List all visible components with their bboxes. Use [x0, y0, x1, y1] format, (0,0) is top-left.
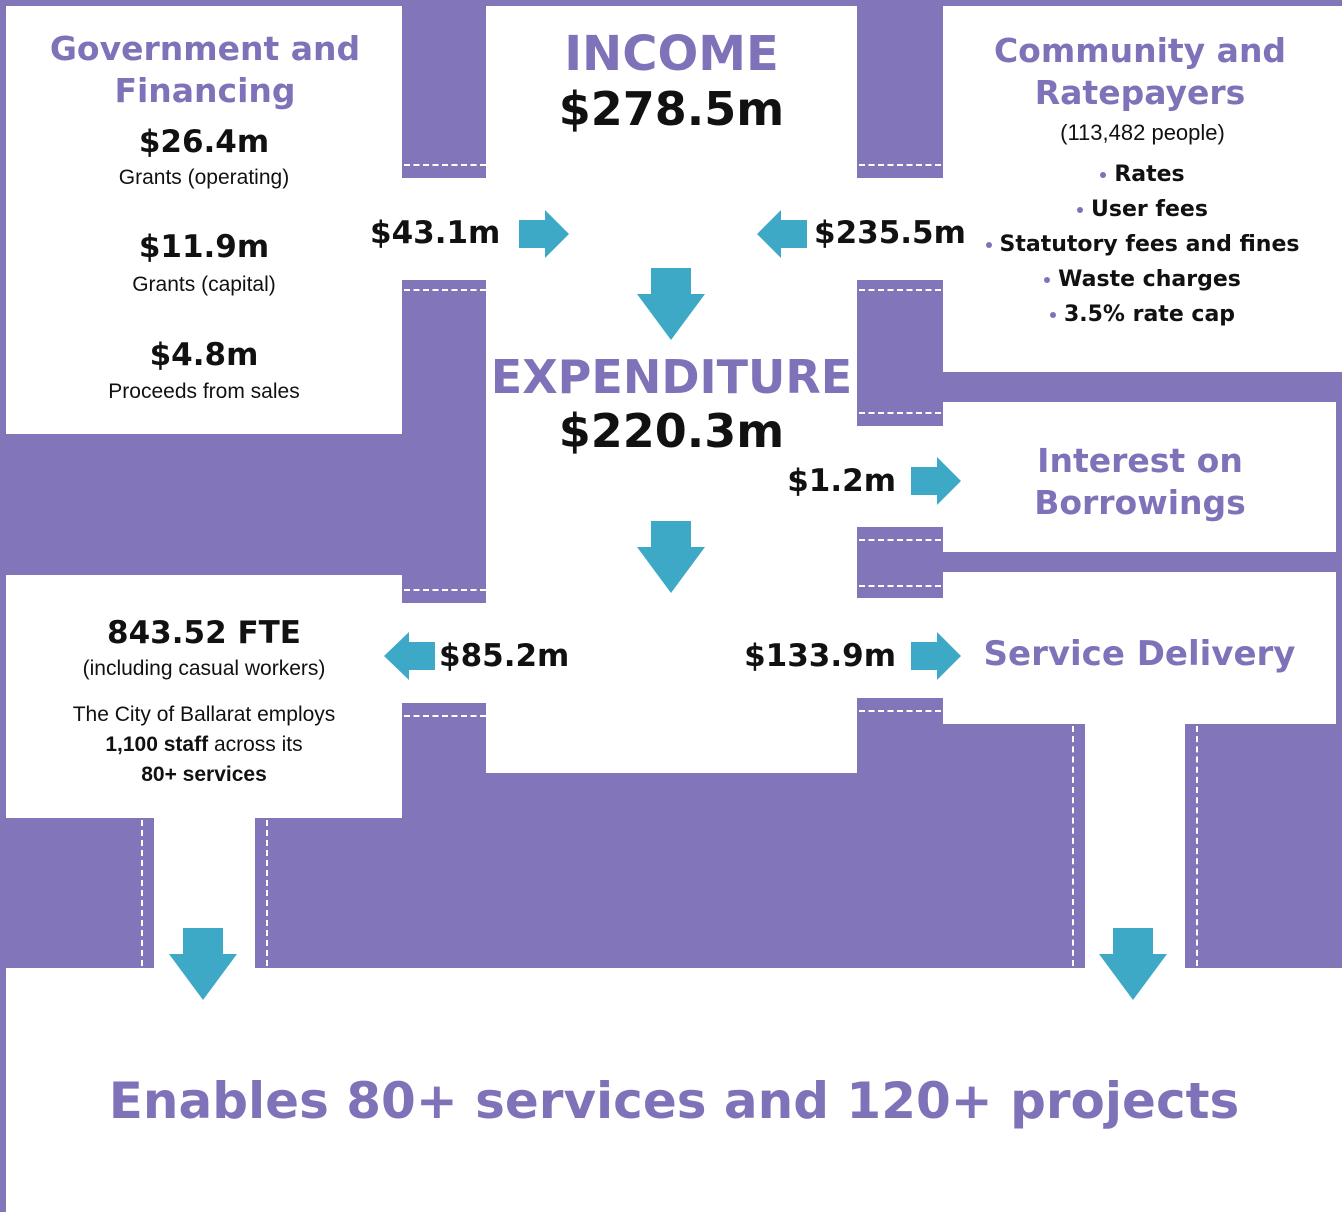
- dash: [859, 539, 941, 541]
- staff-text: The City of Ballarat employs 1,100 staff …: [6, 700, 402, 790]
- text: across its: [213, 733, 303, 756]
- dash: [859, 710, 941, 712]
- dash: [404, 715, 486, 717]
- community-box: [943, 6, 1342, 372]
- community-item: User fees: [943, 192, 1342, 227]
- community-item: Waste charges: [943, 262, 1342, 297]
- fte-note: (including casual workers): [82, 657, 326, 680]
- expenditure-title: EXPENDITURE: [490, 350, 853, 404]
- dash: [1196, 726, 1198, 966]
- text: 1,100 staff: [105, 733, 209, 756]
- expenditure-amount: $220.3m: [558, 404, 785, 458]
- dash: [266, 820, 268, 966]
- dash: [1072, 726, 1074, 966]
- bullet: [1044, 277, 1051, 283]
- flow-label: $85.2m: [439, 638, 570, 674]
- services-box: [943, 572, 1336, 724]
- text: 80+ services: [141, 763, 267, 786]
- income-title: INCOME: [564, 26, 779, 82]
- dash: [404, 589, 486, 591]
- population: (113,482 people): [1060, 120, 1225, 145]
- arrow-down: [169, 928, 237, 1000]
- community-item: 3.5% rate cap: [943, 297, 1342, 332]
- bullet: [985, 242, 992, 248]
- arrow-left: [757, 210, 807, 258]
- flow-label: $235.5m: [814, 215, 966, 251]
- dash: [141, 820, 143, 966]
- item-text: Statutory fees and fines: [999, 232, 1300, 257]
- label: Proceeds from sales: [108, 380, 300, 403]
- amount: $26.4m: [138, 124, 270, 160]
- income-amount: $278.5m: [558, 82, 785, 136]
- interest-title: Interest on Borrowings: [1034, 441, 1246, 522]
- footer-text: Enables 80+ services and 120+ projects: [108, 1072, 1240, 1130]
- center-column: [486, 6, 857, 773]
- community-item: Statutory fees and fines: [943, 227, 1342, 262]
- text: The City of Ballarat employs: [72, 703, 336, 726]
- dash: [404, 164, 486, 166]
- dash: [859, 289, 941, 291]
- arrow-right: [911, 632, 961, 680]
- flow-label: $43.1m: [370, 215, 501, 251]
- dash: [404, 289, 486, 291]
- amount: $4.8m: [149, 337, 259, 373]
- flow-label: $133.9m: [744, 638, 896, 674]
- pipe: [402, 178, 486, 280]
- arrow-down: [637, 521, 705, 593]
- amount: $11.9m: [138, 229, 270, 265]
- item-text: User fees: [1091, 197, 1208, 222]
- label: Grants (operating): [118, 166, 290, 189]
- flow-label: $1.2m: [787, 463, 896, 499]
- dash: [859, 412, 941, 414]
- community-title: Community and Ratepayers: [993, 31, 1287, 112]
- services-title: Service Delivery: [983, 634, 1296, 674]
- community-items: Rates User fees Statutory fees and fines Wa…: [943, 157, 1342, 332]
- bullet: [1100, 172, 1107, 178]
- staff-box: [6, 575, 402, 818]
- item-text: 3.5% rate cap: [1063, 302, 1236, 327]
- interest-box: [943, 402, 1336, 552]
- bullet: [1049, 312, 1056, 318]
- community-item: Rates: [943, 157, 1342, 192]
- dash: [859, 164, 941, 166]
- arrow-left: [384, 632, 435, 680]
- footer-box: [6, 968, 1342, 1212]
- fte: 843.52 FTE: [107, 615, 301, 651]
- arrow-down: [1099, 928, 1167, 1000]
- arrow-down: [637, 268, 705, 340]
- government-title: Government and Financing: [49, 29, 361, 110]
- item-text: Waste charges: [1058, 267, 1241, 292]
- government-box: [6, 6, 402, 434]
- item-text: Rates: [1114, 162, 1185, 187]
- label: Grants (capital): [132, 273, 276, 296]
- arrow-right: [519, 210, 569, 258]
- pipe: [857, 178, 943, 280]
- dash: [859, 585, 941, 587]
- arrow-right: [911, 457, 961, 505]
- bullet: [1077, 207, 1084, 213]
